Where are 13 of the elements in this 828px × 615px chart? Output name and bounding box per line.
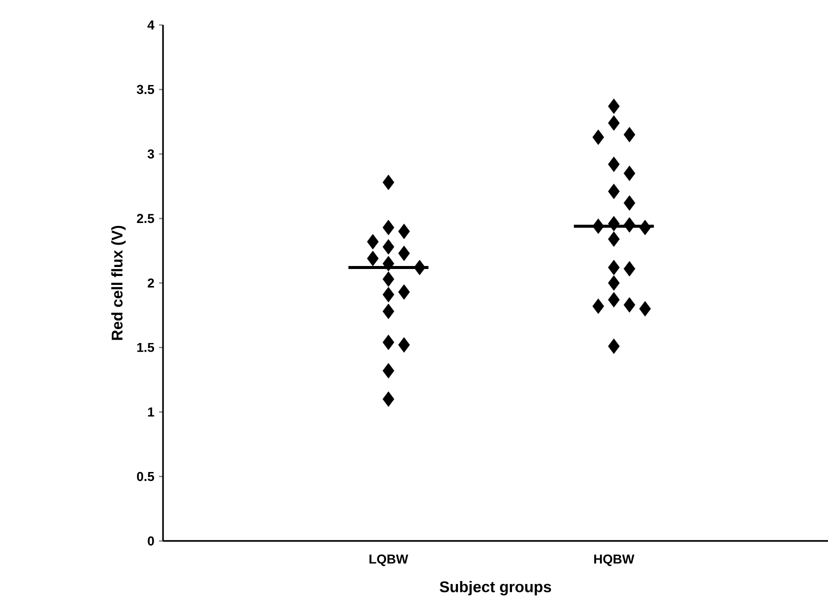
y-tick-label: 4: [147, 20, 154, 30]
x-tick-label: HQBW: [594, 554, 634, 566]
x-tick-label: LQBW: [370, 554, 408, 566]
y-tick-label: 2: [148, 278, 154, 288]
y-tick-label: 1: [148, 408, 154, 416]
y-tick-label: 0.5: [137, 472, 154, 482]
y-tick-label: 2.5: [136, 214, 154, 224]
y-tick-label: 0: [148, 536, 154, 546]
y-tick-label: 3: [148, 149, 154, 159]
x-axis-title: Subject groups: [440, 580, 552, 596]
y-axis-title: Red cell flux (V): [111, 226, 126, 340]
y-tick-label: 1.5: [137, 342, 154, 352]
y-tick-label: 3.5: [136, 84, 154, 94]
